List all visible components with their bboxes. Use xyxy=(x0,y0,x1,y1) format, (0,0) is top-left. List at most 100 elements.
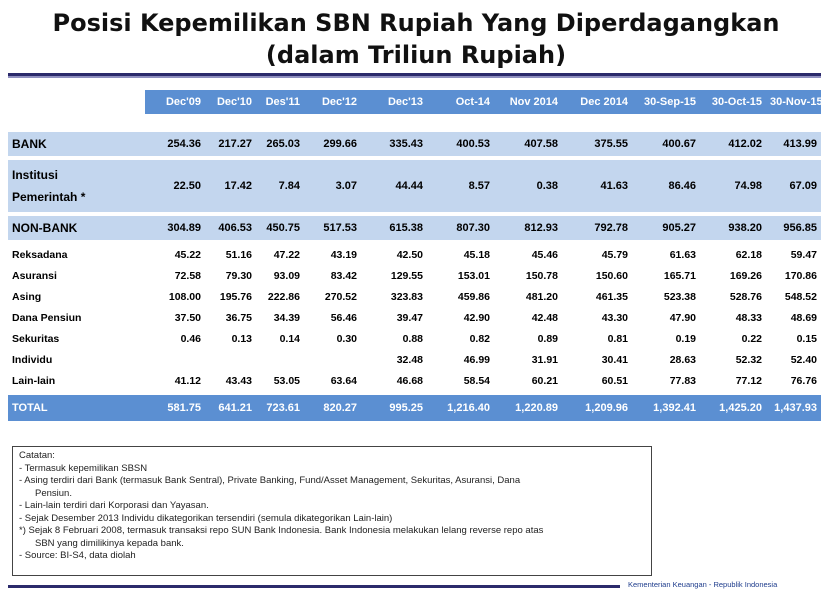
table-cell: 77.83 xyxy=(669,374,696,387)
table-cell: 42.50 xyxy=(396,248,423,261)
table-row-reksadana: Reksadana 45.22 51.16 47.22 43.19 42.50 … xyxy=(8,244,821,265)
table-cell: 195.76 xyxy=(219,290,252,303)
table-cell: 79.30 xyxy=(225,269,252,282)
table-cell: 62.18 xyxy=(735,248,762,261)
table-cell: 32.48 xyxy=(396,353,423,366)
table-cell: 165.71 xyxy=(663,269,696,282)
table-cell: 1,220.89 xyxy=(494,395,562,421)
table-cell: 129.55 xyxy=(390,269,423,282)
table-cell: 36.75 xyxy=(225,311,252,324)
row-label: TOTAL xyxy=(8,395,145,421)
table-cell: 1,437.93 xyxy=(766,395,821,421)
title-divider xyxy=(8,73,821,78)
table-cell: 22.50 xyxy=(145,160,205,212)
footer-text: Kementerian Keuangan - Republik Indonesi… xyxy=(628,580,778,589)
table-cell: 51.16 xyxy=(225,248,252,261)
footer-divider xyxy=(8,585,620,588)
table-cell: 299.66 xyxy=(304,132,361,156)
table-row-institusi: Institusi Pemerintah * 22.50 17.42 7.84 3… xyxy=(8,160,821,212)
table-row-nonbank: NON-BANK 304.89 406.53 450.75 517.53 615… xyxy=(8,216,821,240)
header-blank xyxy=(8,90,145,114)
column-header: 30-Oct-15 xyxy=(700,90,766,114)
table-cell: 63.64 xyxy=(330,374,357,387)
table-row-dana-pensiun: Dana Pensiun 37.50 36.75 34.39 56.46 39.… xyxy=(8,307,821,328)
table-cell: 820.27 xyxy=(304,395,361,421)
table-cell: 548.52 xyxy=(784,290,817,303)
table-cell: 48.33 xyxy=(735,311,762,324)
table-cell: 335.43 xyxy=(361,132,427,156)
row-label: Lain-lain xyxy=(12,374,56,387)
table-cell: 169.26 xyxy=(729,269,762,282)
page-subtitle: (dalam Triliun Rupiah) xyxy=(265,41,567,69)
table-cell: 43.43 xyxy=(225,374,252,387)
table-cell: 0.81 xyxy=(607,332,628,345)
table-row-bank: BANK 254.36 217.27 265.03 299.66 335.43 … xyxy=(8,132,821,156)
spacer-row xyxy=(8,114,821,132)
table-cell: 222.86 xyxy=(267,290,300,303)
table-cell: 53.05 xyxy=(273,374,300,387)
table-cell: 0.30 xyxy=(336,332,357,345)
table-cell: 46.68 xyxy=(396,374,423,387)
table-cell: 45.22 xyxy=(174,248,201,261)
table-cell: 581.75 xyxy=(145,395,205,421)
table-cell: 1,392.41 xyxy=(632,395,700,421)
table-cell: 400.53 xyxy=(427,132,494,156)
table-cell xyxy=(304,349,361,370)
table-cell: 0.22 xyxy=(741,332,762,345)
table-cell xyxy=(145,349,205,370)
row-label: Sekuritas xyxy=(12,332,60,345)
table-cell: 0.15 xyxy=(796,332,817,345)
table-cell: 995.25 xyxy=(361,395,427,421)
table-cell: 0.46 xyxy=(180,332,201,345)
table-row-lain-lain: Lain-lain 41.12 43.43 53.05 63.64 46.68 … xyxy=(8,370,821,391)
table-cell: 528.76 xyxy=(729,290,762,303)
table-cell: 254.36 xyxy=(145,132,205,156)
table-cell: 108.00 xyxy=(168,290,201,303)
table-cell: 45.79 xyxy=(601,248,628,261)
table-cell: 0.89 xyxy=(537,332,558,345)
table-cell: 304.89 xyxy=(145,216,205,240)
table-cell: 450.75 xyxy=(256,216,304,240)
table-cell: 641.21 xyxy=(205,395,256,421)
column-header: Nov 2014 xyxy=(494,90,562,114)
table-header-row: Dec'09 Dec'10 Des'11 Dec'12 Dec'13 Oct-1… xyxy=(8,90,823,114)
table-cell: 72.58 xyxy=(174,269,201,282)
table-cell: 59.47 xyxy=(790,248,817,261)
table-cell: 150.60 xyxy=(595,269,628,282)
note-item-continuation: Pensiun. xyxy=(35,487,72,499)
column-header: Dec 2014 xyxy=(562,90,632,114)
row-label: NON-BANK xyxy=(8,216,145,240)
table-cell: 723.61 xyxy=(256,395,304,421)
table-cell: 41.12 xyxy=(174,374,201,387)
table-cell: 52.32 xyxy=(735,353,762,366)
table-cell: 45.18 xyxy=(463,248,490,261)
table-cell: 270.52 xyxy=(324,290,357,303)
row-label: Asuransi xyxy=(12,269,57,282)
table-cell: 52.40 xyxy=(790,353,817,366)
table-cell: 86.46 xyxy=(632,160,700,212)
table-cell: 58.54 xyxy=(463,374,490,387)
table-cell: 76.76 xyxy=(790,374,817,387)
table-cell: 67.09 xyxy=(766,160,821,212)
table-cell: 407.58 xyxy=(494,132,562,156)
table-cell: 938.20 xyxy=(700,216,766,240)
table-cell: 43.30 xyxy=(601,311,628,324)
table-cell: 905.27 xyxy=(632,216,700,240)
column-header: Des'11 xyxy=(256,90,304,114)
table-cell: 523.38 xyxy=(663,290,696,303)
table-cell: 459.86 xyxy=(457,290,490,303)
table-cell xyxy=(256,349,304,370)
table-cell: 956.85 xyxy=(766,216,821,240)
table-cell: 461.35 xyxy=(595,290,628,303)
note-item: *) Sejak 8 Februari 2008, termasuk trans… xyxy=(19,525,544,536)
note-item: - Lain-lain terdiri dari Korporasi dan Y… xyxy=(19,500,209,511)
table-cell: 83.42 xyxy=(330,269,357,282)
table-cell: 93.09 xyxy=(273,269,300,282)
holdings-table: Dec'09 Dec'10 Des'11 Dec'12 Dec'13 Oct-1… xyxy=(8,90,823,421)
table-cell xyxy=(205,349,256,370)
column-header: Dec'09 xyxy=(145,90,205,114)
table-cell: 150.78 xyxy=(525,269,558,282)
table-row-total: TOTAL 581.75 641.21 723.61 820.27 995.25… xyxy=(8,395,821,421)
row-label-line1: Institusi xyxy=(12,168,59,182)
row-label: Asing xyxy=(12,290,42,303)
